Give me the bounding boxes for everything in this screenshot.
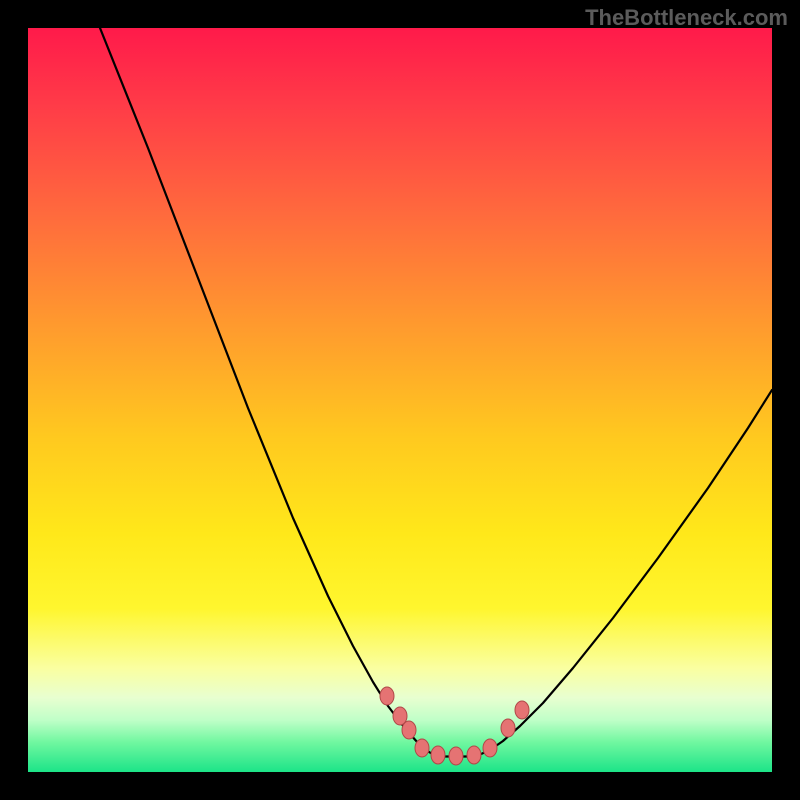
chart-svg xyxy=(28,28,772,772)
curve-marker xyxy=(483,739,497,757)
curve-marker xyxy=(467,746,481,764)
plot-area xyxy=(28,28,772,772)
bottleneck-curve-right xyxy=(472,390,772,757)
curve-marker xyxy=(431,746,445,764)
curve-marker xyxy=(515,701,529,719)
curve-marker xyxy=(415,739,429,757)
bottleneck-curve-left xyxy=(100,28,440,757)
curve-marker xyxy=(402,721,416,739)
curve-marker xyxy=(380,687,394,705)
curve-marker xyxy=(501,719,515,737)
watermark-text: TheBottleneck.com xyxy=(585,5,788,31)
marker-group xyxy=(380,687,529,765)
curve-marker xyxy=(449,747,463,765)
